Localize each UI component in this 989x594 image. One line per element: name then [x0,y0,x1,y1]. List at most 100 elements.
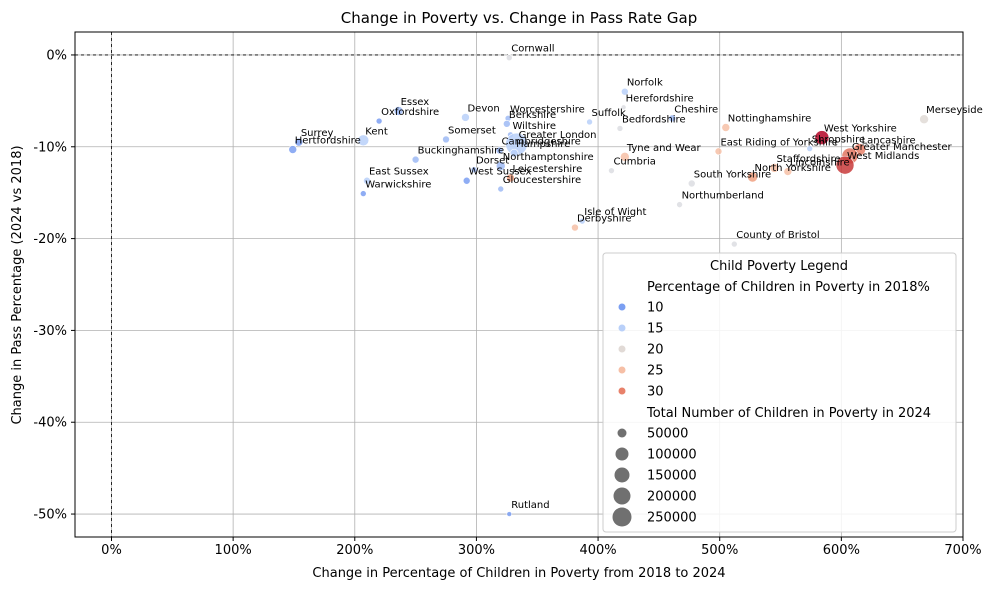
point-label: County of Bristol [736,230,819,241]
point-label: Cumbria [613,157,655,168]
point-label: Lincolnshire [790,158,850,169]
point-label: Bedfordshire [622,114,686,125]
legend-size-entries: 50000 100000 150000 200000 250000 [612,427,697,527]
data-point [806,145,814,152]
data-point [470,166,478,174]
x-tick-label: 200% [336,543,373,558]
point-label: Surrey [301,128,334,139]
legend-color-label: 30 [647,385,664,400]
legend-size-title: Total Number of Children in Poverty in 2… [646,406,931,421]
data-point [363,176,371,185]
point-label: Wiltshire [512,121,556,132]
point-label: Rutland [511,500,549,511]
data-point [393,106,404,116]
x-tick-label: 600% [823,543,860,558]
point-label: Norfolk [627,78,663,89]
data-point [495,161,506,171]
point-label: Greater London [519,130,597,141]
x-tick-label: 300% [458,543,495,558]
data-point [919,114,929,125]
data-point [497,185,505,193]
point-label: Northamptonshire [503,152,594,163]
data-point [462,176,471,185]
data-point [411,155,420,164]
legend-color-swatch [618,387,626,395]
data-point [506,173,515,183]
data-point [620,152,630,162]
legend-size-label: 200000 [647,490,697,505]
legend-size-label: 250000 [647,511,697,526]
point-label: Shropshire [812,135,865,146]
legend-size-swatch [612,507,632,527]
data-point [721,123,731,132]
data-point [608,167,615,174]
point-label: North Yorkshire [755,163,831,174]
legend-size-swatch [614,467,630,483]
data-point [294,137,304,147]
x-tick-label: 700% [944,543,981,558]
point-labels: Cornwall Norfolk Herefordshire Essex Devon Wo… [295,44,983,511]
data-point [505,54,513,62]
legend-size-swatch [615,447,629,461]
data-point [578,217,586,225]
point-label: West Midlands [847,151,919,162]
point-label: Northumberland [682,191,764,202]
legend-color-swatch [618,303,626,311]
data-point [620,104,627,111]
data-point [359,190,367,197]
point-label: South Yorkshire [694,170,771,181]
data-point [835,155,855,175]
point-label: Berkshire [509,110,556,121]
point-label: Staffordshire [776,154,840,165]
legend-color-swatch [618,345,626,353]
point-label: West Yorkshire [824,124,897,135]
legend-size-label: 150000 [647,469,697,484]
data-point [714,147,723,156]
y-tick-label: -10% [33,140,67,155]
point-label: Suffolk [592,108,626,119]
data-point [676,201,683,208]
y-tick-label: 0% [46,48,67,63]
plot-frame [74,31,964,538]
point-label: Cambridgeshire [502,136,581,147]
point-label: Greater Manchester [852,142,953,153]
y-tick-label: -30% [33,324,67,339]
x-axis-label: Change in Percentage of Children in Pove… [312,566,725,581]
data-point [503,120,511,128]
x-tick-label: 500% [701,543,738,558]
data-point [357,134,370,147]
data-point [586,118,593,126]
point-label: Cheshire [674,104,718,115]
legend-color-swatch [618,366,626,374]
x-axis-ticks: 0% 100% 200% 300% 400% 500% 600% 700% [101,537,982,558]
y-tick-label: -40% [33,416,67,431]
point-label: Oxfordshire [381,107,439,118]
data-point [461,113,470,122]
y-tick-label: -20% [33,232,67,247]
point-label: Dorset [476,156,509,167]
legend-box [602,252,957,533]
x-tick-label: 0% [101,543,122,558]
point-label: East Sussex [369,167,429,178]
data-point [509,148,519,158]
point-label: Hertfordshire [295,136,361,147]
point-label: Warwickshire [365,180,431,191]
legend-color-label: 20 [647,343,664,358]
point-label: Lancashire [862,136,916,147]
point-label: Devon [467,103,499,114]
point-label: Tyne and Wear [626,143,702,154]
legend-size-swatch [617,428,627,438]
legend-hue-title: Percentage of Children in Poverty in 201… [647,280,930,295]
point-label: Derbyshire [577,214,632,225]
legend-color-label: 15 [647,322,664,337]
x-tick-label: 100% [215,543,252,558]
data-point [687,179,696,188]
point-label: Cornwall [511,44,554,55]
point-label: Merseyside [926,105,983,116]
data-point [571,223,579,232]
legend-color-label: 10 [647,301,664,316]
legend-size-label: 100000 [647,448,697,463]
point-label: Isle of Wight [584,207,646,218]
